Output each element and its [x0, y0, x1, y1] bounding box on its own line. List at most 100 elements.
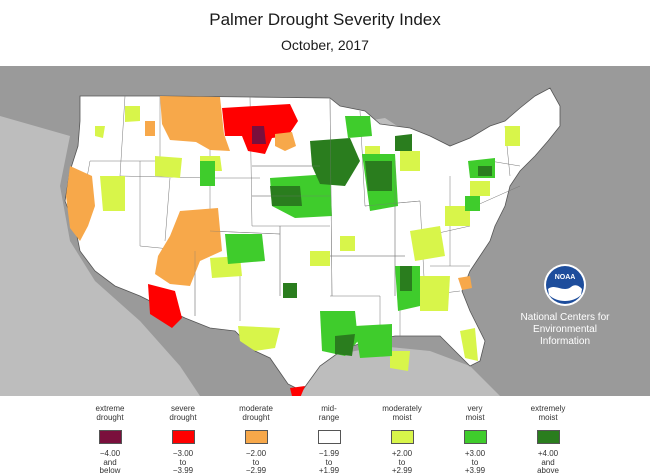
region-very-moist	[355, 324, 392, 358]
legend-label: moist	[538, 413, 558, 422]
region-moderate-moist	[400, 151, 420, 171]
drought-regions	[66, 96, 520, 396]
legend-item-very-moist: very moist +3.00 to +3.99	[437, 404, 513, 476]
legend: extreme drought −4.00 and below severe droug…	[72, 404, 587, 476]
legend-label: moist	[392, 413, 412, 422]
credit-line: National Centers for	[520, 312, 610, 323]
legend-range: to	[325, 457, 333, 467]
region-moderate-moist	[470, 181, 490, 196]
legend-range: +3.00	[464, 449, 486, 458]
region-moderate-moist	[410, 226, 445, 261]
region-moderate-moist	[95, 126, 105, 138]
region-extreme	[252, 126, 266, 144]
region-moderate-moist	[445, 206, 470, 226]
legend-range: to	[471, 457, 479, 467]
region-very-moist	[225, 234, 265, 264]
region-extreme-moist	[365, 161, 392, 191]
legend-swatch	[317, 430, 341, 444]
us-land	[64, 87, 561, 392]
region-moderate	[66, 166, 95, 241]
region-extreme-moist	[478, 166, 492, 176]
region-moderate	[275, 132, 296, 151]
legend-range: +1.99	[318, 466, 340, 475]
legend-range: +4.00	[537, 449, 559, 458]
region-moderate	[458, 276, 472, 290]
legend-label: mid-	[321, 404, 337, 413]
legend-range: −2.99	[245, 466, 267, 475]
legend-range: to	[252, 457, 260, 467]
credit-line: Information	[539, 336, 591, 347]
region-moderate-moist	[125, 106, 140, 122]
noaa-logo-text: NOAA	[555, 274, 576, 281]
region-extreme-moist	[310, 138, 360, 186]
legend-range: and	[103, 457, 117, 467]
pacific-ocean	[0, 116, 200, 396]
region-moderate-moist	[460, 328, 478, 361]
legend-range: −2.00	[245, 449, 267, 458]
legend-label: very	[467, 404, 483, 413]
region-moderate-moist	[155, 156, 182, 178]
legend-range: −1.99	[318, 449, 340, 458]
legend-item-moderate-drought: moderate drought −2.00 to −2.99	[218, 404, 294, 476]
legend-range: and	[541, 457, 555, 467]
map-subtitle: October, 2017	[281, 37, 369, 53]
ncei-credit: National Centers for Environmental Infor…	[515, 312, 615, 348]
legend-item-mid-range: mid-range −1.99 to +1.99	[291, 404, 367, 476]
region-very-moist	[345, 116, 372, 138]
legend-swatch	[98, 430, 122, 444]
state-lines-overlay	[194, 97, 421, 316]
region-severe	[290, 386, 305, 396]
legend-swatch	[463, 430, 487, 444]
legend-label: drought	[242, 413, 270, 422]
legend-swatch	[244, 430, 268, 444]
legend-label: moderate	[239, 404, 273, 413]
region-extreme-moist	[335, 334, 355, 356]
legend-range: to	[179, 457, 187, 467]
map-title: Palmer Drought Severity Index	[209, 10, 441, 29]
legend-item-extreme-drought: extreme drought −4.00 and below	[72, 404, 148, 476]
legend-label: severe	[170, 404, 195, 413]
legend-label: moderately	[382, 404, 422, 413]
legend-range: −4.00	[99, 449, 121, 458]
legend-item-extremely-moist: extremely moist +4.00 and above	[510, 404, 586, 476]
drought-map	[0, 66, 650, 396]
region-extreme-moist	[400, 266, 412, 291]
region-extreme-moist	[395, 134, 412, 151]
region-moderate-moist	[238, 326, 280, 351]
legend-range: to	[398, 457, 406, 467]
legend-range: below	[99, 466, 121, 475]
legend-label: range	[318, 413, 340, 422]
region-extreme-moist	[283, 283, 297, 298]
legend-range: above	[537, 466, 559, 475]
legend-range: −3.99	[172, 466, 194, 475]
region-moderate-moist	[100, 176, 125, 211]
legend-range: +2.00	[391, 449, 413, 458]
legend-swatch	[390, 430, 414, 444]
region-moderate	[155, 208, 222, 286]
legend-label: extremely	[530, 404, 566, 413]
region-moderate	[160, 96, 230, 151]
region-moderate-moist	[420, 276, 450, 311]
legend-range: −3.00	[172, 449, 194, 458]
noaa-logo: NOAA	[544, 264, 586, 306]
legend-item-severe-drought: severe drought −3.00 to −3.99	[145, 404, 221, 476]
credit-line: Environmental	[533, 324, 597, 335]
legend-label: drought	[169, 413, 197, 422]
region-moderate-moist	[390, 351, 410, 371]
region-moderate-moist	[340, 236, 355, 251]
legend-item-moderately-moist: moderately moist +2.00 to +2.99	[364, 404, 440, 476]
legend-range: +3.99	[464, 466, 486, 475]
region-moderate-moist	[310, 251, 330, 266]
region-moderate	[145, 121, 155, 136]
gulf-of-mexico	[300, 346, 500, 396]
legend-swatch	[536, 430, 560, 444]
legend-label: moist	[465, 413, 485, 422]
legend-label: extreme	[95, 404, 125, 413]
region-very-moist	[200, 161, 215, 186]
region-moderate-moist	[505, 126, 520, 146]
legend-label: drought	[96, 413, 124, 422]
region-very-moist	[465, 196, 480, 211]
legend-range: +2.99	[391, 466, 413, 475]
region-severe	[148, 284, 182, 328]
legend-swatch	[171, 430, 195, 444]
